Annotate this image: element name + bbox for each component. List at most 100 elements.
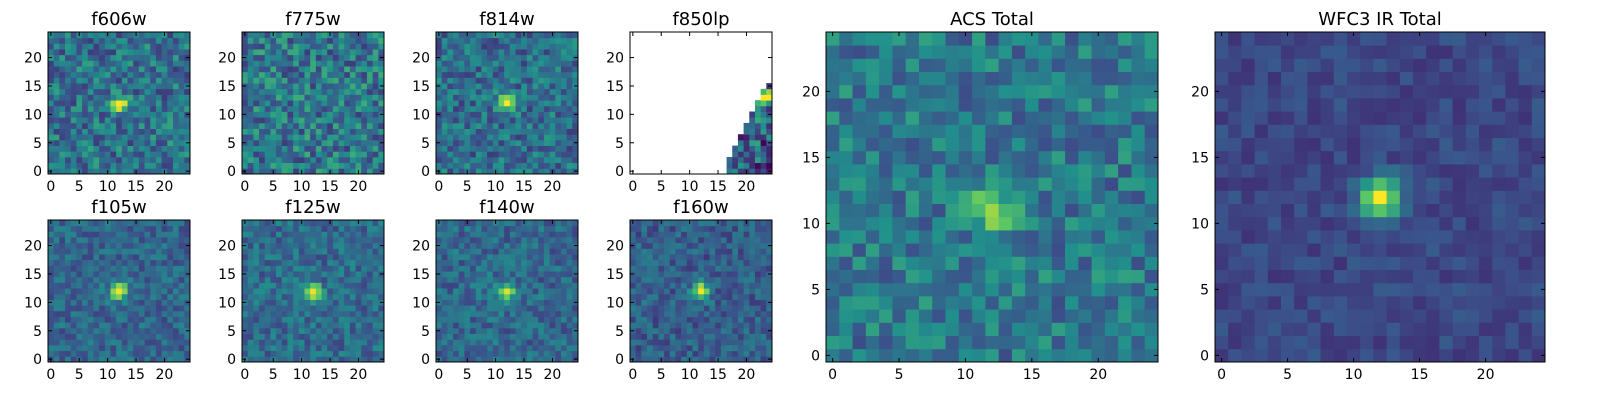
heatmap-cell [436, 94, 443, 101]
y-tick-label: 15 [606, 79, 624, 95]
heatmap-cell [555, 350, 562, 357]
heatmap-cell [178, 71, 185, 78]
heatmap-cell [259, 156, 266, 164]
heatmap-cell [372, 293, 379, 300]
heatmap-cell [760, 305, 767, 312]
heatmap-cell [138, 254, 145, 261]
heatmap-cell [865, 348, 880, 363]
heatmap-cell [572, 100, 579, 107]
heatmap-cell [76, 88, 83, 95]
heatmap-cell [349, 327, 356, 334]
heatmap-cell [276, 333, 283, 340]
heatmap-cell [526, 83, 533, 90]
y-tick-label: 15 [606, 267, 624, 283]
heatmap-cell [150, 344, 157, 352]
heatmap-cell [555, 105, 562, 112]
heatmap-cell [675, 254, 682, 261]
heatmap-cell [172, 327, 180, 334]
heatmap-cell [321, 237, 328, 244]
heatmap-cell [760, 299, 767, 306]
heatmap-cell [338, 49, 345, 56]
heatmap-cell [355, 117, 362, 124]
heatmap-cell [453, 54, 460, 61]
heatmap-cell [127, 83, 134, 90]
heatmap-cell [127, 350, 134, 357]
heatmap-cell [310, 43, 317, 50]
heatmap-cell [487, 37, 494, 44]
heatmap-cell [839, 282, 853, 297]
heatmap-cell [332, 327, 339, 334]
heatmap-cell [338, 356, 345, 363]
heatmap-cell [1025, 243, 1039, 257]
heatmap-cell [453, 117, 460, 124]
heatmap-cell [458, 122, 465, 129]
heatmap-cell [253, 77, 260, 84]
heatmap-cell [743, 145, 750, 152]
heatmap-cell [53, 237, 60, 244]
heatmap-cell [515, 88, 522, 95]
heatmap-cell [104, 237, 111, 244]
heatmap-cell [87, 134, 94, 141]
heatmap-cell [361, 60, 368, 67]
heatmap-cell [647, 322, 654, 329]
heatmap-cell [447, 231, 454, 238]
heatmap-cell [1118, 322, 1132, 336]
heatmap-cell [372, 259, 379, 266]
heatmap-cell [481, 259, 488, 266]
heatmap-cell [436, 333, 443, 340]
heatmap-cell [133, 242, 140, 249]
heatmap-cell [475, 43, 482, 50]
heatmap-cell [184, 225, 191, 232]
heatmap-cell [184, 77, 191, 84]
heatmap-cell [366, 316, 374, 323]
heatmap-cell [905, 335, 920, 350]
heatmap-cell [366, 327, 374, 334]
heatmap-cell [327, 156, 334, 164]
heatmap-cell [121, 356, 128, 363]
heatmap-cell [958, 216, 973, 231]
heatmap-cell [315, 333, 322, 340]
heatmap-cell [287, 156, 294, 164]
heatmap-cell [675, 220, 682, 227]
heatmap-cell [509, 322, 516, 329]
heatmap-cell [720, 293, 727, 300]
heatmap-cell [698, 316, 705, 323]
heatmap-cell [242, 282, 249, 289]
heatmap-cell [93, 231, 100, 238]
heatmap-cell [447, 134, 454, 141]
heatmap-cell [566, 60, 573, 67]
heatmap-cell [692, 288, 699, 295]
heatmap-cell [70, 156, 77, 164]
heatmap-cell [127, 356, 134, 363]
heatmap-cell [447, 60, 454, 67]
heatmap-cell [315, 134, 322, 141]
heatmap-cell [709, 254, 716, 261]
heatmap-cell [161, 139, 168, 146]
heatmap-cell [310, 293, 317, 300]
heatmap-cell [879, 203, 893, 218]
heatmap-cell [749, 242, 756, 249]
heatmap-cell [555, 168, 562, 175]
heatmap-cell [82, 105, 89, 112]
heatmap-cell [270, 111, 277, 118]
heatmap-cell [538, 282, 545, 289]
heatmap-cell [293, 282, 300, 289]
heatmap-cell [669, 220, 676, 227]
heatmap-cell [932, 216, 946, 231]
heatmap-cell [658, 333, 665, 340]
heatmap-cell [743, 151, 750, 158]
heatmap-cell [549, 242, 556, 249]
heatmap-cell [121, 271, 128, 278]
heatmap-cell [458, 37, 465, 44]
heatmap-cell [65, 168, 72, 175]
heatmap-cell [327, 71, 334, 78]
heatmap-cell [298, 299, 305, 306]
heatmap-cell [144, 259, 151, 266]
heatmap-cell [754, 254, 762, 261]
heatmap-cell [264, 145, 271, 152]
heatmap-cell [253, 322, 260, 329]
heatmap-cell [298, 282, 305, 289]
heatmap-cell [985, 322, 1000, 336]
heatmap-cell [652, 248, 659, 255]
heatmap-cell [172, 145, 180, 152]
